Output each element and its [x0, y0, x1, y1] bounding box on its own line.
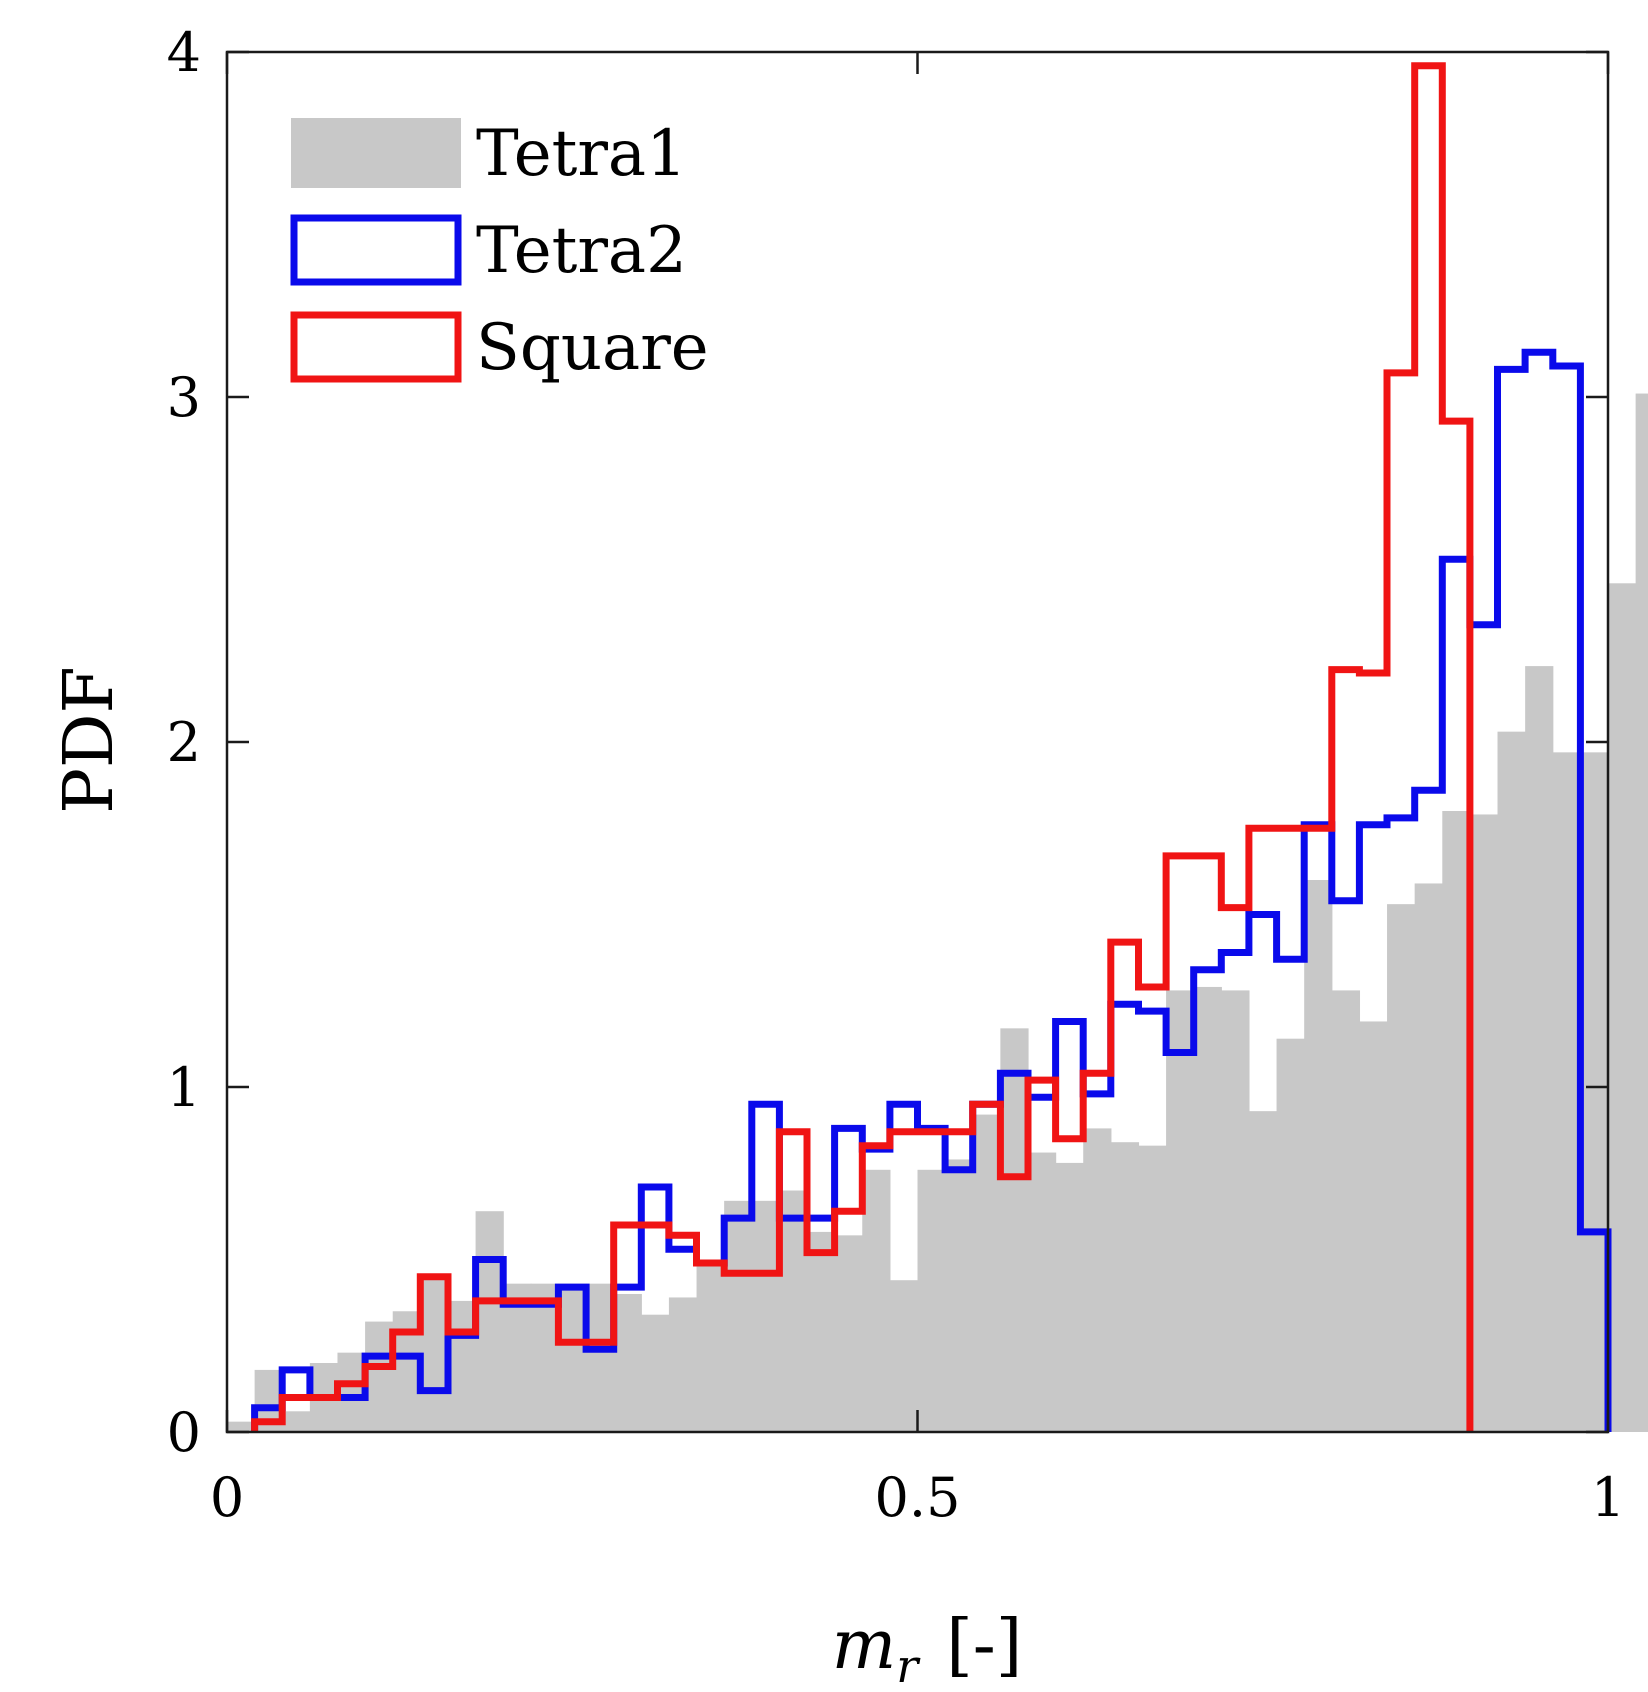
bar-tetra1-4: [337, 1352, 366, 1432]
bar-tetra1-21: [807, 1231, 836, 1432]
bar-tetra1-43: [1414, 883, 1443, 1432]
legend-label-tetra1: Tetra1: [476, 117, 687, 191]
x-axis-label-unit: [-]: [946, 1606, 1022, 1685]
bar-tetra1-29: [1027, 1152, 1057, 1432]
legend-item-square: Square: [290, 311, 709, 385]
bar-tetra1-31: [1083, 1128, 1112, 1432]
axes-layer: 0 0.5 1 0 1 2 3 4: [167, 21, 1626, 1529]
y-tick-label-0: 0: [167, 1401, 201, 1464]
x-tick-label-0: 0: [210, 1466, 244, 1529]
bar-tetra1-40: [1331, 990, 1361, 1432]
bar-tetra1-12: [558, 1283, 587, 1432]
y-tick-label-3: 3: [167, 366, 201, 429]
legend-swatch-tetra2: [290, 214, 462, 286]
bar-tetra1-38: [1276, 1038, 1305, 1432]
bar-tetra1-18: [724, 1200, 753, 1432]
bar-tetra1-0: [227, 1421, 256, 1432]
bar-tetra1-51: [1635, 393, 1648, 1432]
bar-tetra1-10: [503, 1283, 532, 1432]
bar-tetra1-11: [530, 1283, 560, 1432]
bar-tetra1-9: [475, 1211, 504, 1432]
series-square: [251, 62, 1474, 1432]
bar-tetra1-48: [1552, 752, 1581, 1432]
x-axis-label-symbol: m: [832, 1606, 896, 1685]
x-tick-label-2: 1: [1591, 1466, 1625, 1529]
bar-tetra1-16: [668, 1297, 698, 1432]
series-tetra2: [251, 348, 1612, 1432]
bar-tetra1-30: [1055, 1162, 1084, 1432]
stairs-tetra2: [251, 348, 1612, 1432]
bar-tetra1-20: [779, 1190, 808, 1432]
y-axis-label: PDF: [50, 666, 129, 813]
legend-swatch-tetra1: [291, 118, 461, 188]
histogram-bars-layer: [227, 62, 1648, 1432]
x-tick-label-1: 0.5: [875, 1466, 961, 1529]
series-tetra1: [227, 393, 1648, 1432]
y-tick-label-2: 2: [167, 711, 201, 774]
bar-tetra1-13: [586, 1283, 615, 1432]
bar-tetra1-34: [1166, 990, 1195, 1432]
legend-swatch-square: [290, 311, 462, 383]
bar-tetra1-49: [1580, 752, 1609, 1432]
bar-tetra1-46: [1497, 731, 1526, 1432]
bar-tetra1-37: [1248, 1111, 1278, 1432]
bar-tetra1-47: [1525, 666, 1554, 1432]
bar-tetra1-41: [1359, 1021, 1388, 1432]
bar-tetra1-17: [696, 1266, 725, 1432]
legend-label-tetra2: Tetra2: [476, 214, 687, 288]
bar-tetra1-25: [917, 1169, 946, 1432]
bar-tetra1-44: [1442, 811, 1471, 1432]
bar-tetra1-23: [862, 1169, 891, 1432]
legend: Tetra1 Tetra2 Square: [290, 117, 709, 385]
bar-tetra1-28: [1000, 1028, 1029, 1432]
bar-tetra1-45: [1469, 814, 1499, 1432]
legend-item-tetra2: Tetra2: [290, 214, 687, 288]
bar-tetra1-35: [1193, 986, 1222, 1432]
bar-tetra1-36: [1221, 990, 1250, 1432]
bar-tetra1-42: [1387, 904, 1416, 1432]
x-axis-label: mr [-]: [832, 1606, 1023, 1692]
bar-tetra1-22: [834, 1235, 863, 1432]
stairs-square: [251, 62, 1474, 1432]
bar-tetra1-7: [420, 1276, 449, 1432]
legend-label-square: Square: [476, 311, 709, 385]
bar-tetra1-24: [889, 1280, 919, 1432]
x-axis-label-subscript: r: [896, 1639, 921, 1692]
bar-tetra1-26: [945, 1159, 974, 1432]
bar-tetra1-2: [282, 1411, 311, 1432]
legend-item-tetra1: Tetra1: [291, 117, 687, 191]
bar-tetra1-15: [641, 1314, 670, 1432]
bar-tetra1-14: [613, 1294, 642, 1432]
bar-tetra1-5: [365, 1321, 394, 1432]
bar-tetra1-50: [1608, 583, 1637, 1432]
bar-tetra1-27: [972, 1114, 1001, 1432]
y-tick-label-4: 4: [167, 21, 201, 84]
bar-tetra1-19: [751, 1200, 780, 1432]
bar-tetra1-33: [1138, 1145, 1167, 1432]
bar-tetra1-32: [1110, 1142, 1140, 1432]
y-tick-label-1: 1: [167, 1056, 201, 1119]
bar-tetra1-8: [447, 1300, 477, 1432]
bar-tetra1-39: [1304, 880, 1333, 1432]
